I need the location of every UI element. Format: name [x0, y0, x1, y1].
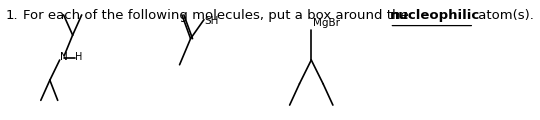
Text: MgBr: MgBr — [313, 18, 340, 28]
Text: H: H — [75, 52, 82, 62]
Text: nucleophilic: nucleophilic — [389, 9, 480, 22]
Text: 1.: 1. — [5, 9, 18, 22]
Text: SH: SH — [205, 16, 219, 26]
Text: atom(s).: atom(s). — [474, 9, 534, 22]
Text: N: N — [59, 52, 68, 62]
Text: For each of the following molecules, put a box around the: For each of the following molecules, put… — [23, 9, 413, 22]
